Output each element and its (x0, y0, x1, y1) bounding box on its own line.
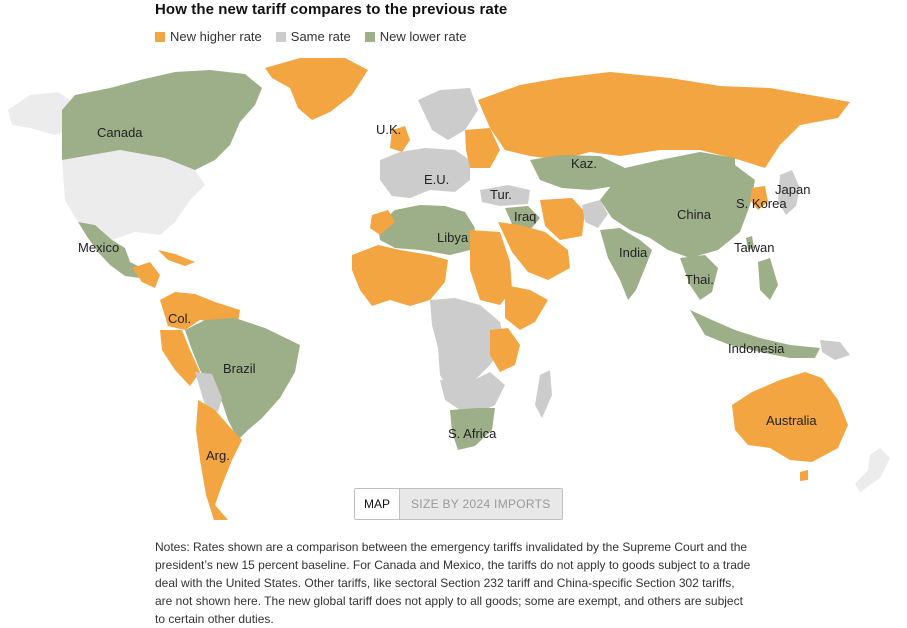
region-argentina-chile[interactable] (196, 400, 242, 520)
region-bolivia-paraguay[interactable] (195, 372, 222, 412)
region-mongolia[interactable] (660, 152, 735, 172)
region-egypt-sudan[interactable] (470, 230, 512, 305)
legend-swatch-same (275, 31, 286, 42)
legend-swatch-lower (364, 31, 375, 42)
label-india: India (619, 245, 648, 260)
legend-item-same: Same rate (275, 29, 351, 44)
region-south-africa[interactable] (450, 408, 495, 450)
region-north-africa-algeria-libya[interactable] (378, 205, 475, 255)
label-brazil: Brazil (223, 361, 256, 376)
legend: New higher rate Same rate New lower rate (155, 29, 480, 44)
legend-swatch-higher (155, 31, 165, 42)
world-map (8, 58, 890, 520)
region-horn-africa[interactable] (505, 285, 548, 330)
label-safrica: S. Africa (448, 426, 497, 441)
notes-text: Notes: Rates shown are a comparison betw… (155, 540, 751, 626)
legend-label-lower: New lower rate (379, 29, 467, 44)
label-thai: Thai. (685, 272, 714, 287)
region-morocco[interactable] (370, 210, 395, 235)
label-skorea: S. Korea (736, 196, 787, 211)
region-taiwan[interactable] (746, 236, 754, 250)
region-uk[interactable] (390, 126, 410, 152)
legend-item-higher: New higher rate (155, 29, 262, 44)
region-caribbean[interactable] (158, 250, 195, 266)
region-tasmania[interactable] (800, 470, 808, 481)
region-scandinavia[interactable] (418, 88, 478, 140)
legend-label-higher: New higher rate (170, 29, 262, 44)
region-new-zealand[interactable] (855, 448, 890, 492)
region-iran[interactable] (540, 198, 585, 240)
region-afghanistan[interactable] (582, 200, 608, 228)
label-arg: Arg. (206, 448, 230, 463)
legend-item-lower: New lower rate (364, 29, 467, 44)
region-canada[interactable] (62, 70, 262, 170)
region-usa[interactable] (62, 150, 205, 240)
region-turkey[interactable] (480, 185, 530, 206)
region-central-africa[interactable] (430, 298, 505, 392)
region-eastern-europe[interactable] (465, 128, 500, 168)
region-arabia[interactable] (498, 222, 570, 280)
region-india[interactable] (600, 228, 652, 300)
region-png[interactable] (820, 340, 850, 360)
legend-label-same: Same rate (290, 29, 351, 44)
label-japan: Japan (775, 182, 811, 197)
region-east-africa[interactable] (490, 328, 520, 372)
label-mexico: Mexico (78, 240, 120, 255)
region-korea[interactable] (750, 186, 768, 210)
label-uk: U.K. (376, 122, 402, 137)
region-philippines[interactable] (758, 258, 778, 300)
region-mexico[interactable] (78, 222, 142, 278)
region-kazakhstan[interactable] (530, 155, 625, 190)
label-libya: Libya (437, 230, 469, 245)
chart-title: How the new tariff compares to the previ… (155, 1, 508, 18)
region-southeast-asia[interactable] (680, 255, 718, 300)
label-taiwan: Taiwan (734, 240, 775, 255)
region-alaska[interactable] (8, 92, 72, 135)
label-eu: E.U. (424, 172, 450, 187)
region-australia[interactable] (732, 372, 848, 462)
region-eu[interactable] (380, 148, 470, 198)
region-indonesia[interactable] (690, 310, 820, 358)
label-china: China (677, 207, 711, 222)
region-peru[interactable] (160, 330, 200, 386)
region-greenland[interactable] (265, 58, 368, 120)
label-col: Col. (168, 311, 192, 326)
region-iraq[interactable] (505, 206, 540, 230)
region-madagascar[interactable] (535, 370, 552, 418)
label-australia: Australia (766, 413, 817, 428)
region-china[interactable] (600, 160, 755, 258)
region-central-america[interactable] (132, 262, 160, 288)
label-tur: Tur. (490, 187, 512, 202)
label-canada: Canada (97, 125, 143, 140)
region-brazil[interactable] (185, 318, 300, 440)
view-toggle: MAP SIZE BY 2024 IMPORTS (354, 488, 563, 520)
region-southern-africa[interactable] (440, 372, 505, 412)
label-indonesia: Indonesia (728, 341, 785, 356)
label-kaz: Kaz. (571, 156, 598, 171)
label-iraq: Iraq (514, 209, 537, 224)
size-by-imports-button[interactable]: SIZE BY 2024 IMPORTS (399, 489, 562, 519)
region-russia[interactable] (478, 72, 850, 168)
region-west-africa[interactable] (352, 245, 448, 306)
region-japan[interactable] (778, 170, 800, 215)
map-view-button[interactable]: MAP (355, 489, 399, 519)
